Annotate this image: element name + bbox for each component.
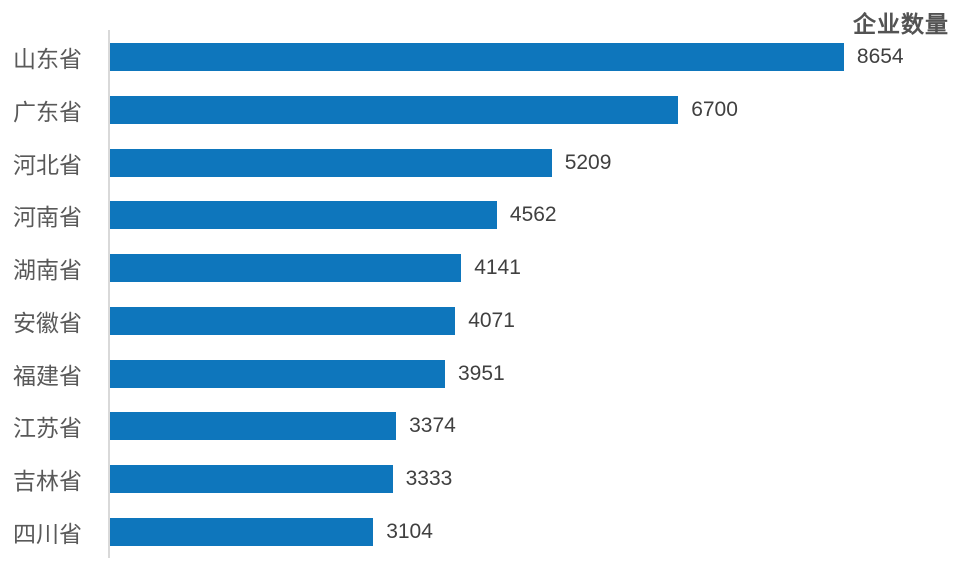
bar-row: 福建省 3951 xyxy=(0,347,959,400)
bar xyxy=(110,412,397,441)
category-label: 广东省 xyxy=(13,100,82,126)
bar xyxy=(110,96,679,125)
value-label: 3333 xyxy=(405,466,453,490)
category-label: 吉林省 xyxy=(13,468,82,494)
bar-row: 河南省 4562 xyxy=(0,189,959,242)
bar-track: 4071 xyxy=(110,306,959,335)
bar-row: 山东省 8654 xyxy=(0,31,959,84)
bar xyxy=(110,43,844,72)
bar-row: 河北省 5209 xyxy=(0,136,959,189)
bar-row: 广东省 6700 xyxy=(0,84,959,137)
category-label: 福建省 xyxy=(13,363,82,389)
plot-area: 山东省 8654 广东省 6700 河北省 5209 河南省 4562 湖南省 4141 安徽省 40… xyxy=(0,31,959,558)
bar xyxy=(110,359,445,388)
value-label: 8654 xyxy=(856,45,904,69)
value-label: 6700 xyxy=(691,98,738,122)
value-label: 4071 xyxy=(468,308,515,332)
bar-track: 3374 xyxy=(110,412,959,441)
bar-track: 4562 xyxy=(110,201,959,230)
category-label: 河南省 xyxy=(13,205,82,231)
category-label: 江苏省 xyxy=(13,416,82,442)
value-label: 3951 xyxy=(458,361,505,385)
value-label: 3104 xyxy=(386,519,433,543)
bar-track: 6700 xyxy=(110,96,959,125)
category-label: 湖南省 xyxy=(13,258,82,284)
category-label: 安徽省 xyxy=(13,310,82,336)
bar-row: 吉林省 3333 xyxy=(0,453,959,506)
bar xyxy=(110,148,552,177)
bar-track: 3951 xyxy=(110,359,959,388)
value-label: 3374 xyxy=(409,414,456,438)
category-label: 四川省 xyxy=(13,521,82,547)
value-label: 4141 xyxy=(474,256,521,280)
bar xyxy=(110,254,462,283)
bar-track: 4141 xyxy=(110,254,959,283)
bar-track: 5209 xyxy=(110,148,959,177)
value-label: 4562 xyxy=(509,203,557,227)
chart-title: 企业数量 xyxy=(853,11,949,37)
bar-row: 四川省 3104 xyxy=(0,505,959,558)
bar-row: 安徽省 4071 xyxy=(0,295,959,348)
bar xyxy=(110,201,497,230)
value-label: 5209 xyxy=(564,150,612,174)
bar-row: 湖南省 4141 xyxy=(0,242,959,295)
bar-track: 3104 xyxy=(110,517,959,546)
bar xyxy=(110,306,456,335)
bar-track: 3333 xyxy=(110,464,959,493)
bar-track: 8654 xyxy=(110,43,959,72)
bar xyxy=(110,464,393,493)
vertical-axis-line xyxy=(108,30,110,558)
bar-row: 江苏省 3374 xyxy=(0,400,959,453)
category-label: 山东省 xyxy=(13,47,82,73)
category-label: 河北省 xyxy=(13,152,82,178)
bar xyxy=(110,517,374,546)
